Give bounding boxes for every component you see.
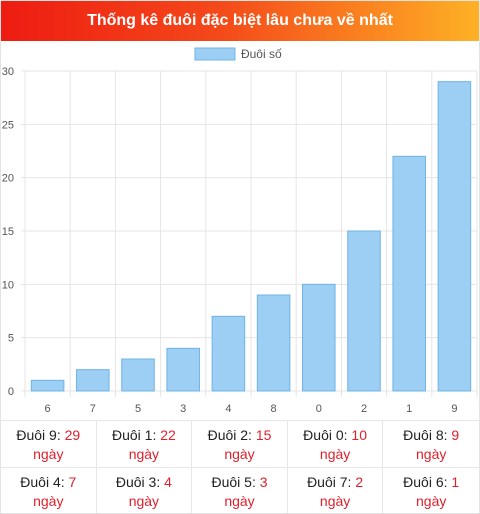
- stat-unit: ngày: [416, 446, 447, 462]
- x-tick-label: 5: [135, 403, 141, 415]
- stat-cell: Đuôi 5: 3 ngày: [192, 467, 288, 513]
- x-tick-label: 1: [406, 403, 412, 415]
- stat-days: 9: [451, 427, 460, 443]
- legend-swatch: [194, 47, 236, 61]
- bar: [437, 81, 472, 392]
- stat-cell: Đuôi 3: 4 ngày: [96, 467, 193, 513]
- stat-unit: ngày: [224, 493, 255, 509]
- x-tick-label: 2: [361, 403, 367, 415]
- x-tick-label: 3: [180, 403, 186, 415]
- y-tick-label: 10: [2, 279, 14, 291]
- stat-cell: Đuôi 0: 10 ngày: [287, 420, 384, 467]
- bar: [30, 379, 65, 392]
- stat-unit: ngày: [33, 493, 64, 509]
- y-tick-label: 0: [8, 386, 14, 398]
- legend-label: Đuôi số: [241, 47, 282, 61]
- y-tick-label: 30: [2, 66, 14, 78]
- stat-unit: ngày: [319, 493, 351, 509]
- stat-label: Đuôi 2:: [207, 427, 256, 443]
- x-tick-label: 8: [271, 403, 277, 415]
- stat-unit: ngày: [128, 446, 160, 462]
- stat-cell: Đuôi 7: 2 ngày: [287, 467, 384, 513]
- stat-days: 2: [355, 474, 364, 490]
- stat-label: Đuôi 9:: [16, 427, 65, 443]
- y-tick-label: 25: [2, 119, 14, 131]
- y-tick-label: 5: [8, 333, 14, 345]
- stat-days: 15: [255, 427, 272, 443]
- bar: [392, 155, 426, 392]
- bar-chart: 0 5 10 15 20 25 30 6 7 5 3 4 8 0 2 1 9 Đuôi số: [1, 41, 479, 419]
- stats-grid: Đuôi 9: 29 ngày Đuôi 1: 22 ngày Đuôi 2: 15…: [1, 420, 479, 513]
- stat-days: 4: [164, 474, 172, 490]
- stat-unit: ngày: [128, 493, 160, 509]
- stat-days: 7: [68, 474, 77, 490]
- stat-label: Đuôi 0:: [303, 427, 352, 443]
- stat-cell: Đuôi 4: 7 ngày: [1, 467, 97, 513]
- stat-label: Đuôi 1:: [111, 427, 161, 443]
- y-tick-label: 15: [2, 226, 14, 238]
- x-tick-label: 4: [225, 403, 231, 415]
- y-tick-label: 20: [2, 173, 14, 185]
- stat-label: Đuôi 5:: [211, 474, 260, 490]
- stat-days: 10: [351, 427, 367, 443]
- stat-label: Đuôi 3:: [115, 474, 165, 490]
- stat-unit: ngày: [319, 446, 351, 462]
- bar: [76, 369, 110, 392]
- stat-label: Đuôi 7:: [307, 474, 356, 490]
- chart-svg: 0 5 10 15 20 25 30 6 7 5 3 4 8 0 2 1 9 Đuôi số: [2, 47, 478, 415]
- bar: [121, 358, 155, 392]
- stat-unit: ngày: [224, 446, 255, 462]
- x-tick-label: 0: [316, 403, 322, 415]
- bar: [347, 230, 381, 392]
- stat-label: Đuôi 4:: [20, 474, 69, 490]
- stat-days: 3: [259, 474, 268, 490]
- stat-cell: Đuôi 9: 29 ngày: [1, 420, 97, 467]
- bar: [256, 294, 291, 392]
- stat-days: 1: [451, 474, 460, 490]
- page-title: Thống kê đuôi đặc biệt lâu chưa về nhất: [1, 1, 479, 41]
- bar: [166, 347, 200, 392]
- stat-cell: Đuôi 1: 22 ngày: [96, 420, 193, 467]
- bar: [302, 283, 336, 392]
- stat-days: 22: [160, 427, 176, 443]
- stat-cell: Đuôi 2: 15 ngày: [192, 420, 288, 467]
- bar: [211, 315, 246, 392]
- stat-label: Đuôi 8:: [403, 427, 452, 443]
- stat-cell: Đuôi 6: 1 ngày: [383, 467, 479, 513]
- stat-unit: ngày: [416, 493, 447, 509]
- x-tick-label: 7: [90, 403, 96, 415]
- stat-unit: ngày: [33, 446, 64, 462]
- stat-cell: Đuôi 8: 9 ngày: [383, 420, 479, 467]
- x-tick-label: 6: [45, 403, 51, 415]
- x-tick-label: 9: [451, 403, 457, 415]
- stat-label: Đuôi 6:: [403, 474, 452, 490]
- stat-days: 29: [64, 427, 81, 443]
